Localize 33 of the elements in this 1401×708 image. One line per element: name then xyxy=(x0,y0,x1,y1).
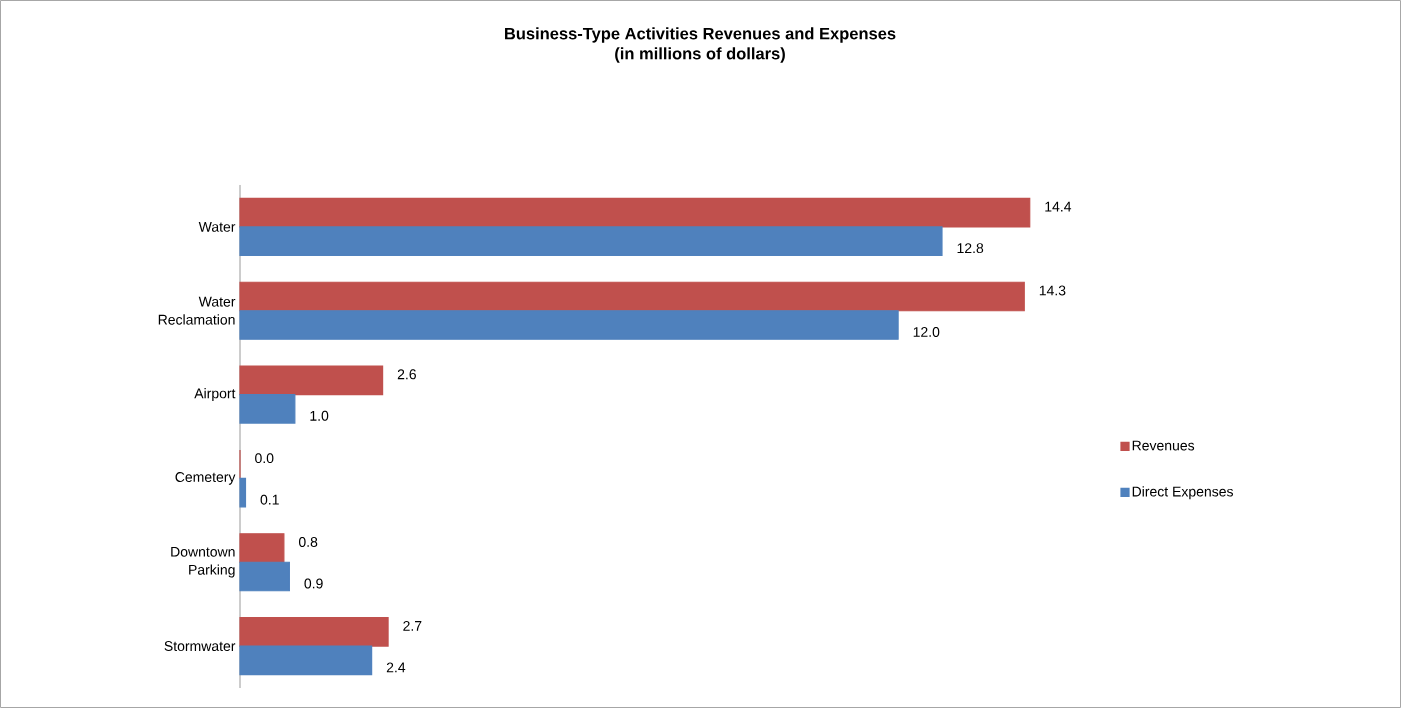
data-label: 0.8 xyxy=(298,537,318,547)
bar xyxy=(239,645,373,676)
data-label: 12.0 xyxy=(913,327,940,337)
y-tick-label: Cemetery xyxy=(175,472,236,485)
bar xyxy=(239,226,943,257)
bar xyxy=(239,561,290,592)
y-tick-label: Water Reclamation xyxy=(158,296,236,325)
y-tick-label: Downtown Parking xyxy=(171,546,235,578)
bar xyxy=(239,533,285,563)
y-tick-label: Water xyxy=(198,222,236,232)
data-label: 2.6 xyxy=(397,369,416,380)
bar xyxy=(239,365,384,396)
data-label: 0.9 xyxy=(304,578,323,589)
data-label: 2.7 xyxy=(403,620,422,631)
data-label: 14.4 xyxy=(1045,201,1072,212)
bar xyxy=(239,197,1031,228)
y-tick-label: Stormwater xyxy=(164,641,236,652)
data-label: 1.0 xyxy=(310,410,329,421)
data-label: 0.1 xyxy=(260,494,279,505)
y-tick-label: Airport xyxy=(194,388,236,402)
bar xyxy=(239,477,247,508)
data-label: 12.8 xyxy=(957,243,984,254)
bar xyxy=(239,393,296,424)
chart-title: Business-Type Activities Revenues and Expenses xyxy=(505,27,896,43)
legend-label: Direct Expenses xyxy=(1132,486,1233,500)
data-label: 0.0 xyxy=(255,453,274,464)
data-label: 2.4 xyxy=(386,662,406,673)
bar xyxy=(239,310,899,340)
legend-label: Revenues xyxy=(1132,440,1195,451)
data-label: 14.3 xyxy=(1039,285,1066,296)
bar xyxy=(239,281,1025,312)
bar xyxy=(239,616,389,647)
chart-subtitle: (in millions of dollars) xyxy=(615,47,785,63)
